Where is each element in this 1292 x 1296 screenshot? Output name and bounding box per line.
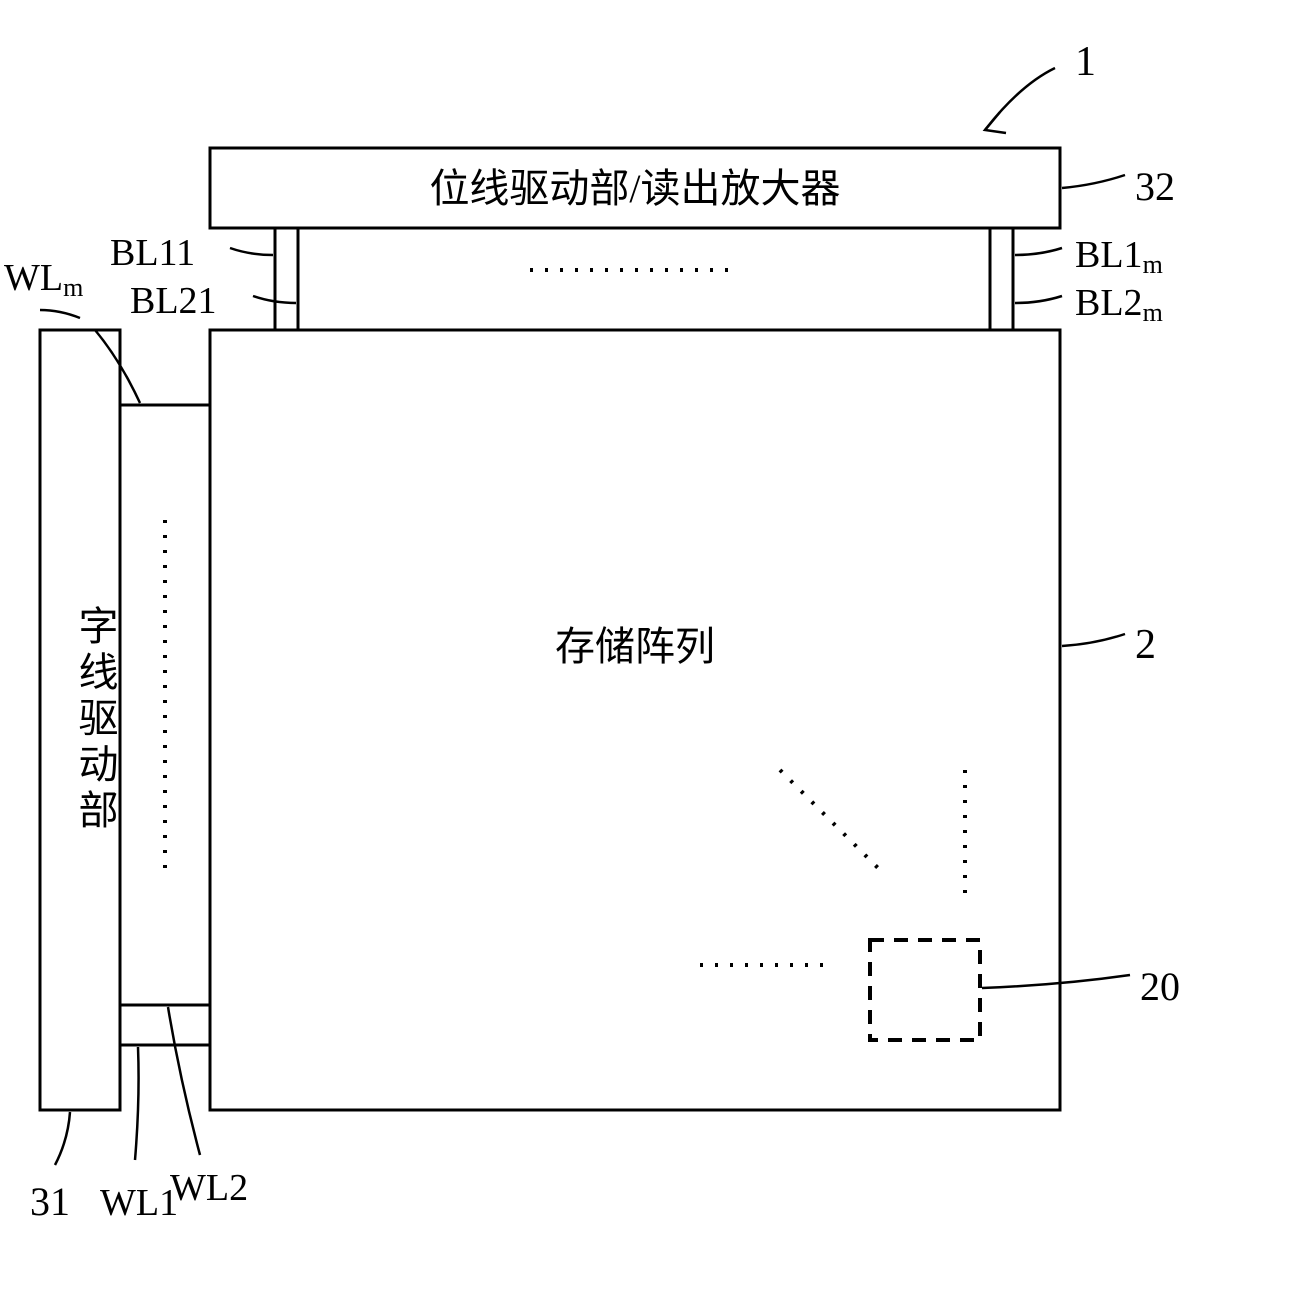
label-wlm: WLm — [4, 257, 83, 302]
leader-bl11 — [230, 248, 273, 255]
label-bl1m: BL1m — [1075, 234, 1163, 279]
leader-wl1 — [135, 1047, 139, 1160]
label-bl11: BL11 — [110, 232, 195, 274]
memory-array-label: 存储阵列 — [555, 624, 715, 669]
figure-ref-1: 1 — [985, 39, 1096, 133]
label-31: 31 — [30, 1179, 70, 1224]
label-wl2: WL2 — [170, 1167, 248, 1209]
label-bl2m: BL2m — [1075, 282, 1163, 327]
leader-bl2m — [1015, 296, 1062, 303]
ref-31: 31 — [30, 1112, 70, 1224]
label-wl1: WL1 — [100, 1182, 178, 1224]
label-32: 32 — [1135, 164, 1175, 209]
leader-bl1m — [1015, 248, 1062, 255]
memory-block-diagram: 1 位线驱动部/读出放大器 32 字线驱动部 31 存储阵列 2 BL11 BL… — [0, 0, 1292, 1296]
ref-32: 32 — [1062, 164, 1175, 209]
label-figure-ref: 1 — [1075, 39, 1096, 85]
label-bl21: BL21 — [130, 280, 217, 322]
leader-wl2 — [168, 1007, 200, 1155]
ref-2: 2 — [1062, 622, 1156, 668]
memory-array-block — [210, 330, 1060, 1110]
bitline-driver-label: 位线驱动部/读出放大器 — [429, 166, 840, 211]
label-2: 2 — [1135, 622, 1156, 668]
label-20: 20 — [1140, 964, 1180, 1009]
wordline-driver-label: 字线驱动部 — [73, 605, 118, 835]
